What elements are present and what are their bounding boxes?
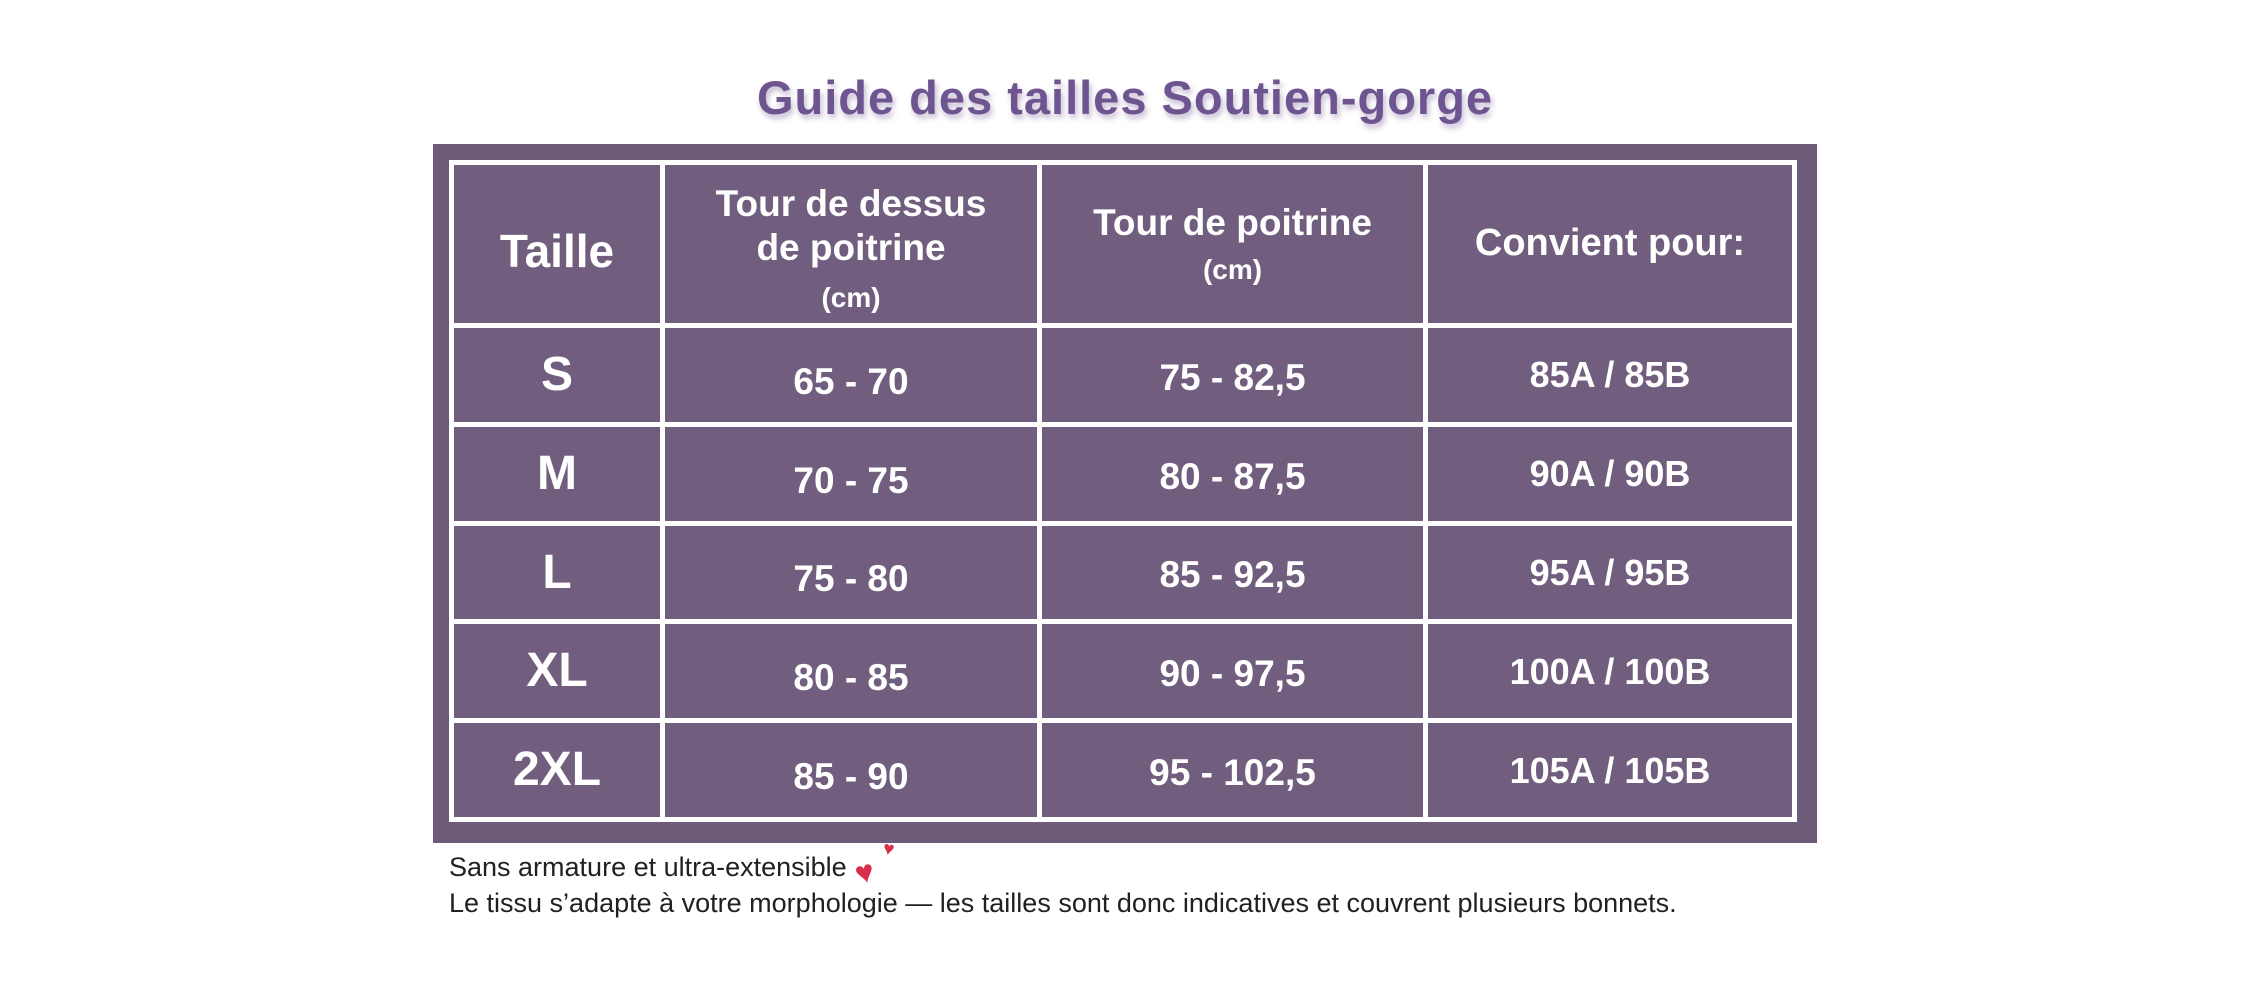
overbust-cell: 75 - 80	[665, 525, 1037, 620]
footnote-line-2: Le tissu s’adapte à votre morphologie — …	[449, 888, 1677, 918]
size-cell: L	[454, 525, 660, 620]
two-hearts-icon: ♥ ♥	[851, 838, 897, 892]
column-header-overbust: Tour de dessus de poitrine (cm)	[665, 165, 1037, 323]
size-cell: XL	[454, 624, 660, 719]
bust-cell: 95 - 102,5	[1042, 723, 1423, 817]
column-header-fits: Convient pour:	[1428, 165, 1792, 323]
fits-cell: 100A / 100B	[1428, 624, 1792, 719]
bust-cell: 80 - 87,5	[1042, 426, 1423, 521]
fits-cell: 85A / 85B	[1428, 328, 1792, 422]
bust-cell: 85 - 92,5	[1042, 525, 1423, 620]
column-header-label: Convient pour:	[1474, 222, 1746, 265]
column-header-label: Taille	[499, 225, 615, 278]
footnote-text: Sans armature et ultra-extensible	[449, 852, 847, 882]
column-header-taille: Taille	[454, 165, 660, 323]
column-header-label: Tour de dessus de poitrine	[715, 182, 987, 269]
bust-cell: 90 - 97,5	[1042, 624, 1423, 719]
size-cell: S	[454, 328, 660, 422]
heart-icon: ♥	[881, 838, 897, 861]
footnote: Sans armature et ultra-extensible ♥ ♥ Le t…	[449, 838, 1677, 921]
overbust-cell: 70 - 75	[665, 426, 1037, 521]
overbust-cell: 80 - 85	[665, 624, 1037, 719]
fits-cell: 105A / 105B	[1428, 723, 1792, 817]
bust-cell: 75 - 82,5	[1042, 328, 1423, 422]
overbust-cell: 65 - 70	[665, 328, 1037, 422]
footnote-line-1: Sans armature et ultra-extensible ♥ ♥	[449, 838, 1677, 892]
overbust-cell: 85 - 90	[665, 723, 1037, 817]
column-header-label: Tour de poitrine	[1093, 202, 1372, 243]
column-header-unit: (cm)	[821, 281, 881, 313]
column-header-unit: (cm)	[1202, 254, 1263, 286]
page-title: Guide des tailles Soutien-gorge	[756, 71, 1494, 124]
size-cell: M	[454, 426, 660, 521]
fits-cell: 90A / 90B	[1428, 426, 1792, 521]
size-guide-table: Taille Tour de dessus de poitrine (cm) T…	[449, 160, 1797, 822]
column-header-bust: Tour de poitrine (cm)	[1042, 165, 1423, 323]
fits-cell: 95A / 95B	[1428, 525, 1792, 620]
table-frame: Taille Tour de dessus de poitrine (cm) T…	[433, 144, 1817, 843]
size-cell: 2XL	[454, 723, 660, 817]
